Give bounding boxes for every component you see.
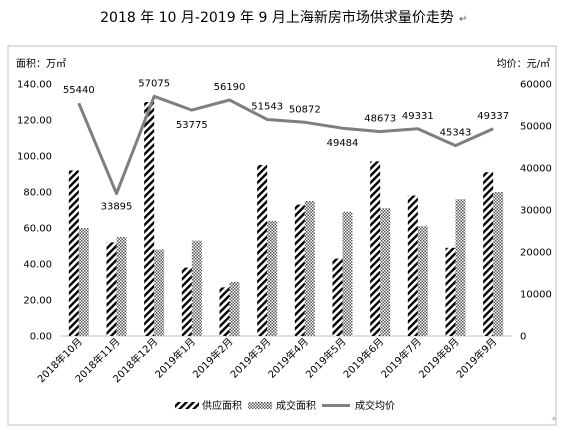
price-data-label: 51543 (251, 102, 283, 113)
deal-bar (455, 199, 466, 336)
supply-bar (181, 267, 192, 336)
legend-swatch-deal (248, 402, 272, 409)
y-right-tick-label: 60000 (520, 80, 552, 91)
supply-bar (219, 287, 230, 336)
deal-bar (304, 201, 315, 336)
supply-bar (294, 204, 305, 336)
y-right-tick-label: 20000 (520, 248, 552, 259)
price-data-label: 55440 (63, 85, 95, 96)
legend: 供应面积 成交面积 成交均价 (175, 399, 395, 412)
deal-bar (267, 220, 278, 336)
price-data-label: 49331 (402, 111, 434, 122)
chart-frame (7, 45, 557, 426)
y-left-tick-label: 100.00 (17, 152, 52, 163)
y-left-tick-label: 120.00 (17, 116, 52, 127)
y-left-tick-labels: 0.00 20.00 40.00 60.00 80.00 100.00 120.00 140.… (17, 80, 52, 343)
supply-bar (257, 165, 268, 336)
corner-mark: + (551, 415, 557, 423)
x-tick-labels: 2018年10月2018年11月2018年12月2019年1月2019年2月20… (35, 335, 500, 385)
price-data-label: 50872 (289, 104, 321, 115)
deal-bar (417, 226, 428, 336)
y-right-axis-label: 均价：元/㎡ (497, 58, 550, 70)
price-data-label: 49484 (327, 138, 359, 149)
deal-bar (154, 249, 165, 336)
y-right-tick-label: 50000 (520, 122, 552, 133)
deal-bar (380, 208, 391, 336)
x-tick-label: 2019年9月 (453, 335, 499, 381)
supply-bar (68, 170, 79, 336)
bar-series-group (68, 102, 504, 336)
price-label-group: 55440 33895 57075 53775 56190 51543 50872 49484… (63, 78, 509, 212)
y-left-tick-label: 40.00 (23, 260, 52, 271)
chart-title: 2018 年 10 月-2019 年 9 月上海新房市场供求量价走势 (100, 9, 454, 26)
deal-bar (493, 192, 504, 336)
deal-bar (116, 237, 127, 336)
y-left-tick-label: 80.00 (23, 188, 52, 199)
price-line-group (77, 94, 494, 196)
supply-bar (483, 172, 494, 336)
y-left-tick-label: 20.00 (23, 296, 52, 307)
price-data-label: 53775 (176, 120, 208, 131)
legend-swatch-supply (175, 402, 199, 409)
price-data-label: 49337 (477, 111, 509, 122)
supply-bar (106, 242, 117, 336)
legend-label-price: 成交均价 (355, 399, 395, 412)
legend-label-deal: 成交面积 (276, 399, 316, 412)
supply-bar (445, 247, 456, 336)
price-data-label: 56190 (214, 82, 246, 93)
deal-bar (191, 240, 202, 336)
y-right-tick-label: 10000 (520, 290, 552, 301)
y-left-tick-label: 140.00 (17, 80, 52, 91)
supply-bar (332, 258, 343, 336)
deal-bar (78, 228, 89, 336)
price-data-label: 45343 (440, 128, 472, 139)
y-left-tick-label: 0.00 (30, 332, 52, 343)
deal-bar (342, 211, 353, 336)
supply-bar (370, 161, 381, 336)
supply-bar (407, 195, 418, 336)
y-right-tick-labels: 0 10000 20000 30000 40000 50000 60000 (520, 80, 552, 343)
legend-label-supply: 供应面积 (202, 399, 242, 412)
price-data-label: 48673 (364, 114, 396, 125)
deal-bar (229, 282, 240, 336)
y-right-tick-label: 30000 (520, 206, 552, 217)
price-data-label: 33895 (101, 202, 133, 213)
y-left-tick-label: 60.00 (23, 224, 52, 235)
y-right-tick-label: 0 (520, 332, 526, 343)
y-right-tick-label: 40000 (520, 164, 552, 175)
supply-bar (144, 102, 155, 336)
title-return-mark: ↵ (459, 14, 467, 25)
price-line (77, 94, 494, 196)
price-data-label: 57075 (138, 78, 170, 89)
y-left-axis-label: 面积：万㎡ (16, 58, 66, 70)
